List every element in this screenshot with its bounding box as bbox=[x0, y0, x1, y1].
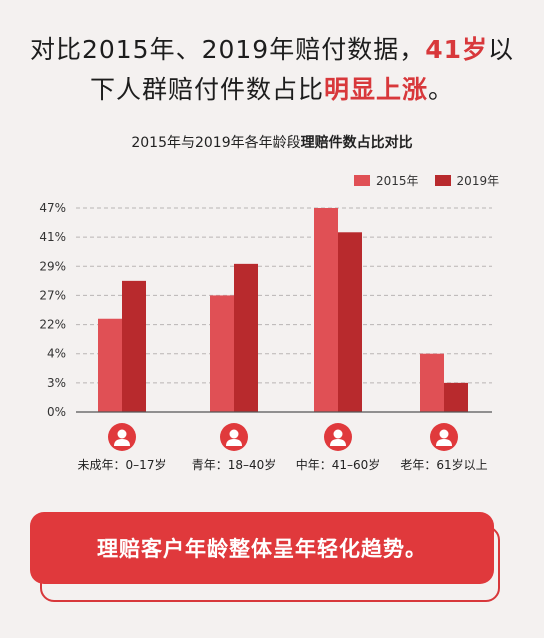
bar-2015 bbox=[210, 295, 234, 412]
bar-2019 bbox=[338, 232, 362, 412]
chart-legend: 2015年 2019年 bbox=[354, 172, 499, 189]
y-tick-label: 41% bbox=[39, 230, 66, 244]
chart-title-text: 2015年与2019年各年龄段 bbox=[131, 135, 301, 151]
headline-text: 以 bbox=[488, 35, 515, 64]
legend-swatch-2015 bbox=[354, 175, 370, 186]
person-icon bbox=[430, 423, 458, 451]
bar-2019 bbox=[234, 263, 258, 412]
bar-2019 bbox=[444, 382, 468, 412]
y-tick-label: 47% bbox=[39, 201, 66, 215]
bar-2015 bbox=[420, 353, 444, 412]
legend-swatch-2019 bbox=[434, 175, 451, 186]
chart-title-bold: 理赔件数占比对比 bbox=[300, 135, 413, 151]
x-category-label: 未成年：0–17岁 bbox=[78, 457, 167, 472]
legend-item-2015: 2015年 bbox=[354, 172, 419, 189]
person-icon bbox=[220, 423, 248, 451]
y-tick-label: 0% bbox=[47, 405, 66, 419]
person-icon bbox=[108, 423, 136, 451]
y-tick-label: 29% bbox=[39, 259, 66, 273]
headline-highlight: 41岁 bbox=[425, 35, 489, 64]
bar-2019 bbox=[122, 280, 146, 412]
y-tick-label: 3% bbox=[47, 376, 66, 390]
headline: 对比2015年、2019年赔付数据，41岁以 下人群赔付件数占比明显上涨。 bbox=[0, 30, 544, 110]
bar-2015 bbox=[314, 208, 338, 412]
conclusion-banner: 理赔客户年龄整体呈年轻化趋势。 bbox=[30, 512, 494, 584]
y-tick-label: 4% bbox=[47, 347, 66, 361]
x-category-label: 青年：18–40岁 bbox=[192, 457, 277, 472]
legend-label-2019: 2019年 bbox=[456, 174, 500, 188]
headline-line-2: 下人群赔付件数占比明显上涨。 bbox=[0, 70, 544, 110]
headline-text: 。 bbox=[428, 75, 455, 104]
legend-label-2015: 2015年 bbox=[376, 174, 419, 188]
headline-line-1: 对比2015年、2019年赔付数据，41岁以 bbox=[0, 30, 544, 70]
x-category-label: 老年：61岁以上 bbox=[400, 457, 487, 472]
banner-text: 理赔客户年龄整体呈年轻化趋势。 bbox=[97, 537, 427, 561]
legend-item-2019: 2019年 bbox=[434, 172, 500, 189]
headline-highlight: 明显上涨 bbox=[323, 75, 428, 104]
headline-text: 对比2015年、2019年赔付数据， bbox=[29, 35, 426, 64]
y-tick-label: 27% bbox=[39, 288, 66, 302]
person-icon bbox=[324, 423, 352, 451]
x-category-label: 中年：41–60岁 bbox=[296, 457, 381, 472]
chart-title: 2015年与2019年各年龄段理赔件数占比对比 bbox=[0, 132, 544, 152]
headline-text: 下人群赔付件数占比 bbox=[89, 75, 324, 104]
y-tick-label: 22% bbox=[39, 318, 66, 332]
bar-chart: 0% 3% 4% 22% 27% 29% 41% 47% 未成年：0–17岁 青年：18–40岁 中… bbox=[39, 201, 492, 472]
bar-2015 bbox=[98, 318, 122, 412]
